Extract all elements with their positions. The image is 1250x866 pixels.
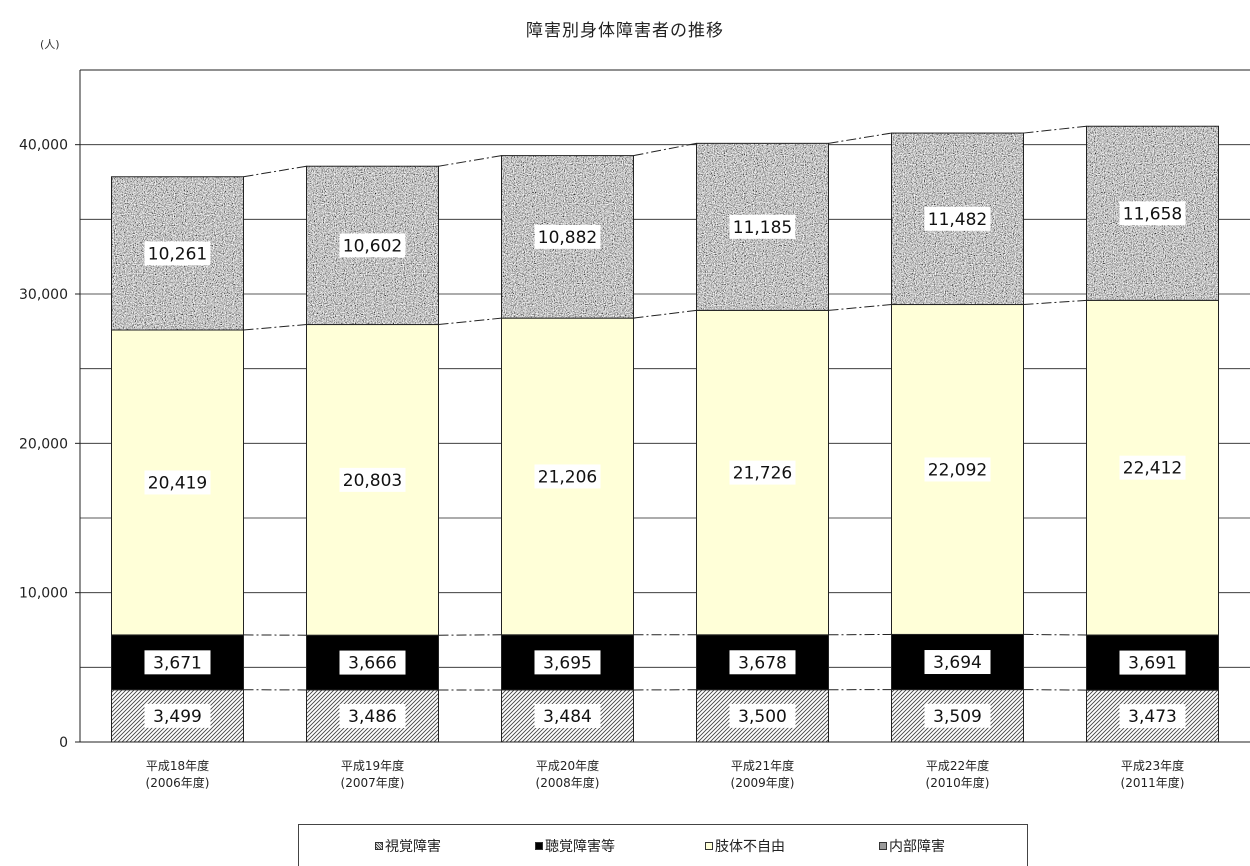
x-tick-label: 平成18年度 bbox=[146, 758, 209, 773]
data-label-bg bbox=[534, 703, 601, 728]
series-connector-line bbox=[243, 165, 307, 178]
y-tick-label: 20,000 bbox=[19, 436, 68, 452]
x-tick-label-year: (2010年度) bbox=[926, 775, 990, 790]
x-tick-label-year: (2011年度) bbox=[1121, 775, 1185, 790]
series-connector-line bbox=[243, 324, 307, 331]
y-tick-label: 0 bbox=[59, 735, 68, 751]
data-label: 3,671 bbox=[153, 653, 202, 673]
data-label-bg bbox=[144, 470, 211, 495]
series-connector-line bbox=[438, 155, 502, 167]
legend-item-internal: 内部障害 bbox=[879, 836, 945, 856]
legend-label-hearing: 聴覚障害等 bbox=[545, 839, 615, 855]
series-connector-line bbox=[1023, 633, 1087, 636]
data-label: 3,500 bbox=[738, 707, 787, 727]
data-label-bg bbox=[144, 703, 211, 728]
data-label-bg bbox=[1119, 704, 1186, 729]
data-label: 3,678 bbox=[738, 653, 787, 673]
x-tick-label-year: (2008年度) bbox=[536, 775, 600, 790]
data-label-bg bbox=[729, 650, 796, 675]
data-label: 3,691 bbox=[1128, 654, 1177, 674]
legend-swatch-internal bbox=[879, 842, 887, 850]
data-label-bg bbox=[534, 464, 601, 489]
series-connector-line bbox=[633, 142, 697, 157]
data-label: 10,261 bbox=[148, 244, 207, 264]
series-connector-line bbox=[1023, 689, 1087, 691]
x-tick-label: 平成21年度 bbox=[731, 758, 794, 773]
data-label-bg bbox=[339, 703, 406, 728]
data-label: 3,695 bbox=[543, 653, 592, 673]
data-label: 20,803 bbox=[343, 471, 402, 491]
series-connector-line bbox=[1023, 299, 1087, 306]
data-label-bg bbox=[924, 703, 991, 728]
data-label: 22,412 bbox=[1123, 459, 1182, 479]
x-tick-label-year: (2007年度) bbox=[341, 775, 405, 790]
data-label: 3,499 bbox=[153, 707, 202, 727]
legend-item-limb: 肢体不自由 bbox=[705, 836, 785, 856]
data-label-bg bbox=[144, 650, 211, 675]
data-label: 10,882 bbox=[538, 228, 597, 248]
legend-item-hearing: 聴覚障害等 bbox=[535, 836, 615, 856]
series-connector-line bbox=[1023, 125, 1087, 134]
data-label-bg bbox=[339, 233, 406, 258]
data-label-bg bbox=[924, 650, 991, 675]
chart-title: 障害別身体障害者の推移 bbox=[526, 21, 724, 41]
legend-swatch-visual bbox=[375, 842, 383, 850]
data-label-bg bbox=[924, 457, 991, 482]
series-connector-line bbox=[828, 132, 892, 144]
data-label-bg bbox=[534, 224, 601, 249]
data-label: 3,694 bbox=[933, 653, 982, 673]
x-tick-label: 平成23年度 bbox=[1121, 758, 1184, 773]
data-label-bg bbox=[339, 650, 406, 675]
legend-label-internal: 内部障害 bbox=[889, 839, 945, 855]
x-tick-label: 平成20年度 bbox=[536, 758, 599, 773]
x-tick-label: 平成19年度 bbox=[341, 758, 404, 773]
y-axis-unit-label: (人) bbox=[40, 38, 60, 51]
x-tick-label-year: (2009年度) bbox=[731, 775, 795, 790]
data-label-bg bbox=[1119, 650, 1186, 675]
legend-label-visual: 視覚障害 bbox=[385, 839, 441, 855]
data-label: 3,486 bbox=[348, 707, 397, 727]
data-label-bg bbox=[144, 241, 211, 266]
legend-swatch-limb bbox=[705, 842, 713, 850]
series-connector-line bbox=[438, 317, 502, 326]
data-label-bg bbox=[729, 460, 796, 485]
data-label: 3,666 bbox=[348, 654, 397, 674]
data-label-bg bbox=[729, 214, 796, 239]
data-label-bg bbox=[1119, 201, 1186, 226]
series-connector-line bbox=[633, 309, 697, 319]
data-label: 3,484 bbox=[543, 707, 592, 727]
x-tick-label: 平成22年度 bbox=[926, 758, 989, 773]
y-tick-label: 30,000 bbox=[19, 287, 68, 303]
y-tick-label: 10,000 bbox=[19, 586, 68, 602]
data-label: 11,185 bbox=[733, 218, 792, 238]
legend-swatch-hearing bbox=[535, 842, 543, 850]
legend-item-visual: 視覚障害 bbox=[375, 836, 441, 856]
data-label: 22,092 bbox=[928, 460, 987, 480]
data-label-bg bbox=[1119, 455, 1186, 480]
legend: 視覚障害 聴覚障害等 肢体不自由 内部障害 bbox=[298, 824, 1028, 866]
data-label: 21,726 bbox=[733, 464, 792, 484]
data-label: 10,602 bbox=[343, 236, 402, 256]
data-label: 3,509 bbox=[933, 707, 982, 727]
data-label-bg bbox=[339, 467, 406, 492]
x-tick-label-year: (2006年度) bbox=[146, 775, 210, 790]
data-label-bg bbox=[729, 703, 796, 728]
data-label: 21,206 bbox=[538, 467, 597, 487]
legend-label-limb: 肢体不自由 bbox=[715, 839, 785, 855]
y-tick-label: 40,000 bbox=[19, 138, 68, 154]
data-label: 20,419 bbox=[148, 473, 207, 493]
series-connector-line bbox=[828, 304, 892, 311]
data-label-bg bbox=[924, 206, 991, 231]
data-label: 11,482 bbox=[928, 210, 987, 230]
data-label-bg bbox=[534, 650, 601, 675]
data-label: 3,473 bbox=[1128, 707, 1177, 727]
data-label: 11,658 bbox=[1123, 204, 1182, 224]
